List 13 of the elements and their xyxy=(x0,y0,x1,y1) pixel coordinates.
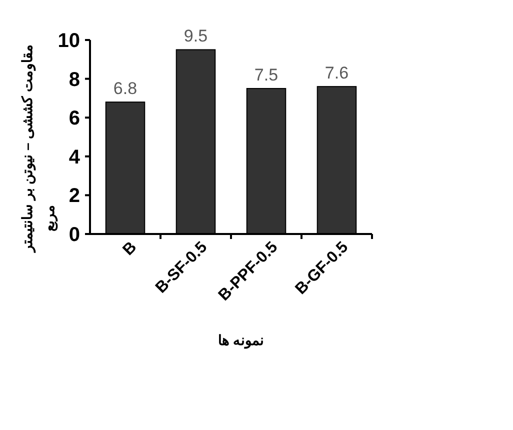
y-axis-title: مقاومت کششی – نیوتن بر سانتیمتر مربع xyxy=(19,44,58,254)
y-tick-label: 2 xyxy=(68,185,80,208)
data-label: 9.5 xyxy=(184,26,208,46)
data-label: 7.6 xyxy=(324,64,349,83)
data-label: 7.5 xyxy=(254,66,278,84)
data-label: 6.8 xyxy=(113,79,138,98)
y-tick-label: 4 xyxy=(68,146,81,168)
y-tick-label: 0 xyxy=(68,224,80,246)
x-axis-title: نمونه ها xyxy=(218,332,264,349)
x-tick-label: B xyxy=(120,238,140,260)
y-tick-label: 8 xyxy=(68,68,80,91)
y-tick-label: 10 xyxy=(58,30,80,52)
y-tick-label: 6 xyxy=(68,108,80,130)
